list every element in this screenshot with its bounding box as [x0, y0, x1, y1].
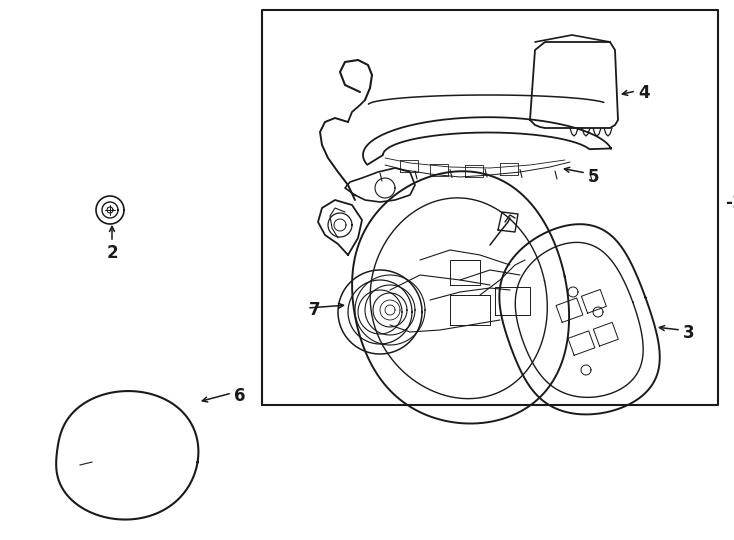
Text: -1: -1: [725, 194, 734, 212]
Text: 5: 5: [588, 168, 600, 186]
Text: 3: 3: [683, 324, 694, 342]
Text: 2: 2: [106, 244, 118, 262]
Text: 4: 4: [638, 84, 650, 102]
Text: 6: 6: [234, 387, 245, 405]
Text: 7: 7: [309, 301, 321, 319]
